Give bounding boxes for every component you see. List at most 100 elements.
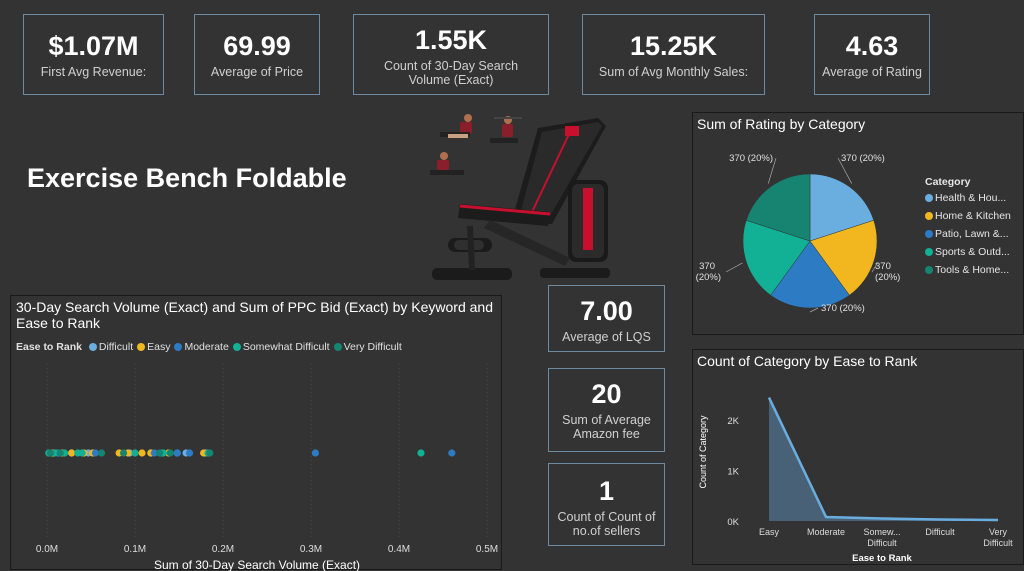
pie-slice[interactable]: [770, 240, 850, 309]
kpi-label: Count of Count of no.of sellers: [557, 510, 656, 538]
scatter-legend-label: Easy: [147, 341, 171, 353]
kpi-label: Count of 30-Day Search Volume (Exact): [383, 59, 519, 87]
area-line[interactable]: [767, 397, 999, 522]
scatter-point[interactable]: [56, 449, 64, 457]
scatter-point[interactable]: [417, 449, 425, 457]
kpi-label: Sum of Average Amazon fee: [562, 413, 651, 441]
kpi-label: First Avg Revenue:: [40, 65, 147, 79]
pie-leader-line: [767, 157, 777, 184]
legend-dot-icon: [232, 343, 241, 351]
kpi-card-rating: 4.63 Average of Rating: [814, 14, 930, 95]
pie-data-label: 370: [875, 261, 891, 272]
kpi-card-amazon-fee: 20 Sum of Average Amazon fee: [548, 368, 665, 452]
pie-slice[interactable]: [809, 219, 878, 296]
scatter-point[interactable]: [138, 449, 146, 457]
y-tick-label: 0K: [727, 517, 739, 528]
x-tick-label: 0.5M: [476, 544, 498, 555]
pie-legend-item[interactable]: Health & Hou...: [925, 192, 1011, 204]
kpi-value: 69.99: [223, 31, 291, 61]
pie-leader-line: [725, 262, 743, 273]
kpi-card-search-volume: 1.55K Count of 30-Day Search Volume (Exa…: [353, 14, 549, 95]
pie-slice[interactable]: [809, 173, 875, 242]
area-chart[interactable]: 0K 1K 2K Count of Category Easy Moderate Somew…: [693, 370, 1023, 565]
y-tick-label: 1K: [727, 467, 739, 478]
scatter-legend-item[interactable]: Difficult: [88, 341, 134, 353]
pie-legend-item[interactable]: Home & Kitchen: [925, 210, 1011, 222]
area-chart-panel: Count of Category by Ease to Rank 0K 1K 2K…: [692, 349, 1024, 565]
kpi-value: 7.00: [580, 296, 633, 326]
legend-dot-icon: [137, 343, 146, 351]
x-tick-label: Difficult: [983, 538, 1013, 548]
scatter-legend-item[interactable]: Very Difficult: [333, 341, 402, 353]
scatter-legend-item[interactable]: Easy: [137, 341, 170, 353]
scatter-legend-title: Ease to Rank: [16, 341, 82, 353]
x-tick-label: 0.0M: [36, 544, 58, 555]
legend-dot-icon: [333, 343, 342, 351]
legend-dot-icon: [925, 266, 933, 274]
kpi-card-revenue: $1.07M First Avg Revenue:: [23, 14, 164, 95]
kpi-label: Average of Price: [210, 65, 304, 79]
scatter-legend-item[interactable]: Moderate: [174, 341, 229, 353]
scatter-point[interactable]: [131, 449, 139, 457]
legend-dot-icon: [925, 230, 933, 238]
legend-dot-icon: [174, 343, 183, 351]
scatter-point[interactable]: [91, 449, 99, 457]
scatter-chart-panel: 30-Day Search Volume (Exact) and Sum of …: [10, 295, 502, 571]
pie-legend-item[interactable]: Tools & Home...: [925, 264, 1011, 276]
x-axis-label: Ease to Rank: [852, 553, 912, 564]
pie-slice[interactable]: [745, 173, 811, 242]
bench-icon: [432, 118, 610, 280]
kpi-label: Sum of Avg Monthly Sales:: [598, 65, 749, 79]
x-tick-label: 0.2M: [212, 544, 234, 555]
pie-slice[interactable]: [742, 219, 811, 296]
x-axis-label: Sum of 30-Day Search Volume (Exact): [154, 558, 360, 571]
kpi-card-lqs: 7.00 Average of LQS: [548, 285, 665, 352]
kpi-label: Average of Rating: [822, 65, 922, 79]
scatter-chart-title: 30-Day Search Volume (Exact) and Sum of …: [16, 299, 493, 332]
scatter-legend-label: Very Difficult: [343, 341, 402, 353]
scatter-point[interactable]: [78, 449, 86, 457]
area-chart-title: Count of Category by Ease to Rank: [697, 353, 918, 369]
pie-data-label: 370 (20%): [729, 153, 773, 164]
pie-data-label: (20%): [696, 272, 721, 283]
scatter-point[interactable]: [166, 449, 174, 457]
pie-legend-label: Home & Kitchen: [935, 210, 1011, 222]
pie-chart[interactable]: 370 (20%)370(20%)370 (20%)370(20%)370 (2…: [693, 133, 1023, 333]
kpi-label: Average of LQS: [562, 330, 651, 344]
scatter-legend: Ease to Rank Difficult Easy Moderate Somewh…: [16, 341, 402, 353]
kpi-value: 1.55K: [414, 25, 488, 55]
kpi-value: 15.25K: [629, 31, 718, 61]
kpi-card-sellers: 1 Count of Count of no.of sellers: [548, 463, 665, 546]
scatter-point[interactable]: [97, 449, 106, 457]
scatter-point[interactable]: [46, 449, 55, 457]
pie-leader-line: [871, 262, 878, 273]
legend-dot-icon: [925, 248, 933, 256]
pie-data-label: (20%): [875, 272, 900, 283]
scatter-point[interactable]: [119, 449, 128, 457]
kpi-card-monthly-sales: 15.25K Sum of Avg Monthly Sales:: [582, 14, 765, 95]
scatter-point[interactable]: [150, 449, 158, 457]
x-tick-label: 0.4M: [388, 544, 410, 555]
x-tick-label: Difficult: [867, 538, 897, 548]
pie-legend-item[interactable]: Sports & Outd...: [925, 246, 1011, 258]
scatter-point[interactable]: [185, 449, 194, 457]
scatter-point[interactable]: [156, 449, 164, 457]
pie-legend-item[interactable]: Patio, Lawn &...: [925, 228, 1011, 240]
pie-legend-label: Sports & Outd...: [935, 246, 1010, 258]
page-title: Exercise Bench Foldable: [27, 163, 347, 193]
pie-data-label: 370 (20%): [821, 303, 865, 314]
scatter-legend-label: Difficult: [98, 341, 134, 353]
scatter-point[interactable]: [68, 449, 76, 457]
scatter-point[interactable]: [206, 449, 214, 457]
scatter-legend-item[interactable]: Somewhat Difficult: [232, 341, 330, 353]
scatter-point[interactable]: [311, 449, 319, 457]
x-tick-label: 0.3M: [300, 544, 322, 555]
legend-dot-icon: [925, 194, 933, 202]
scatter-point[interactable]: [448, 449, 456, 457]
scatter-chart[interactable]: 0.0M 0.1M 0.2M 0.3M 0.4M 0.5M Sum of 30-Day Se…: [11, 356, 501, 571]
scatter-point[interactable]: [173, 449, 181, 457]
product-image: [430, 114, 610, 280]
legend-dot-icon: [925, 212, 933, 220]
pie-legend-label: Tools & Home...: [935, 264, 1010, 276]
x-tick-label: Very: [989, 527, 1008, 537]
